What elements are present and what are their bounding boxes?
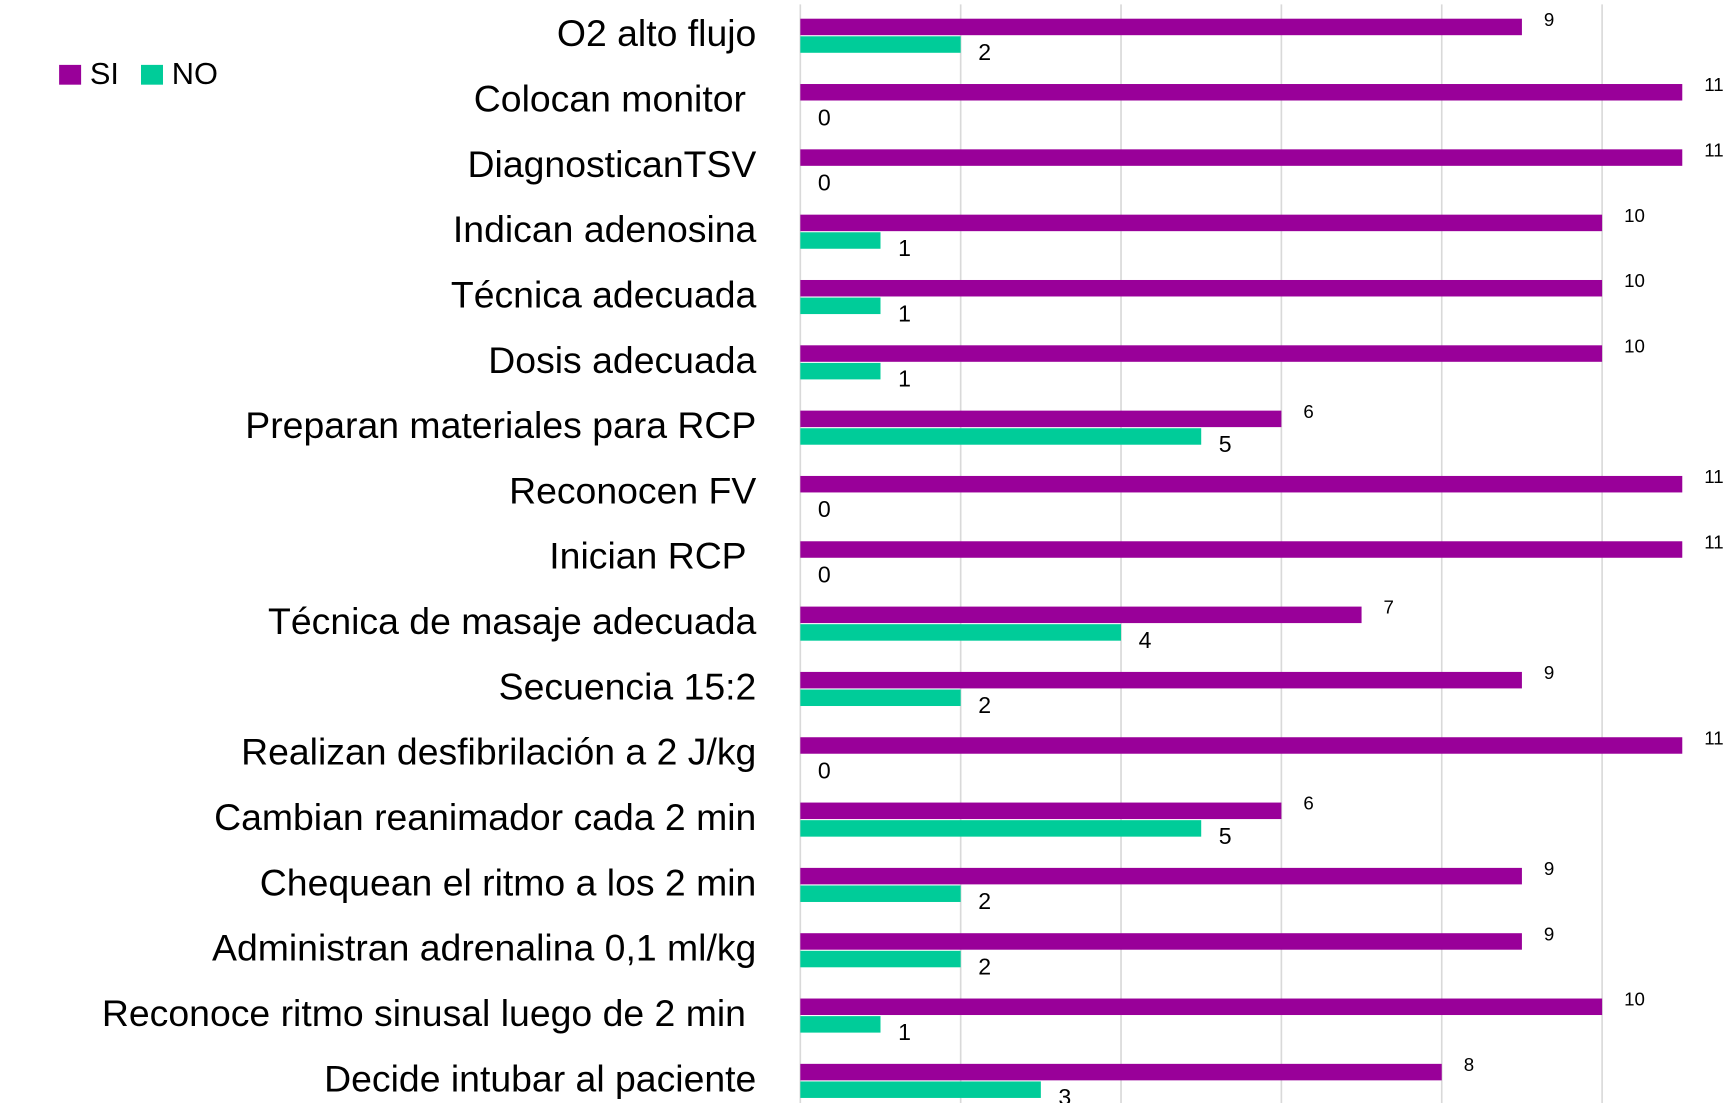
value-label: 1 [898,235,911,261]
bar [800,362,881,380]
bar [800,624,1122,641]
value-label: 11 [1704,139,1723,160]
value-label: 3 [1058,1084,1071,1103]
bar [800,428,1202,445]
bar [800,297,881,315]
legend-swatch [59,64,82,85]
value-label: 9 [1544,858,1554,879]
value-label: 8 [1464,1054,1474,1075]
bar [800,84,1683,101]
category-label: Colocan monitor [474,77,757,119]
legend-label: NO [172,56,218,91]
value-label: 9 [1544,9,1554,30]
category-label: Realizan desfibrilación a 2 J/kg [241,731,756,773]
category-label: Inician RCP [549,535,756,577]
category-label: Indican adenosina [453,208,757,250]
value-label: 0 [818,170,831,196]
bar [800,606,1362,624]
category-label: Preparan materiales para RCP [245,404,756,446]
legend-swatch [140,64,163,85]
bar [800,410,1282,428]
value-label: 10 [1624,989,1645,1010]
value-label: 5 [1219,823,1232,849]
value-label: 7 [1384,597,1394,618]
value-label: 6 [1303,793,1313,814]
bar [800,867,1522,885]
value-label: 10 [1624,335,1645,356]
value-label: 11 [1704,727,1723,748]
value-label: 10 [1624,205,1645,226]
bar [800,933,1522,950]
bar [800,18,1522,36]
value-label: 10 [1624,270,1645,291]
value-label: 11 [1704,531,1723,552]
bar [800,279,1603,297]
value-label: 1 [898,300,911,326]
category-label: Reconoce ritmo sinusal luego de 2 min [102,992,756,1034]
category-label: Técnica de masaje adecuada [268,600,756,642]
value-label: 6 [1303,401,1313,422]
bar [800,802,1282,820]
category-label: Chequean el ritmo a los 2 min [260,861,757,903]
bar [800,950,961,968]
bar [800,820,1202,837]
bar [800,149,1683,166]
bar [800,475,1683,493]
category-label: Cambian reanimador cada 2 min [214,796,756,838]
value-label: 1 [898,1019,911,1045]
category-label: Técnica adecuada [451,273,757,315]
bar [800,1016,881,1033]
bar [800,885,961,902]
value-label: 9 [1544,923,1554,944]
value-label: 0 [818,104,831,130]
category-label: Decide intubar al paciente [324,1057,756,1099]
bar [800,541,1683,558]
value-label: 9 [1544,662,1554,683]
bar [800,671,1522,689]
bar [800,214,1603,232]
value-label: 2 [978,888,991,914]
bar [800,36,961,53]
bar [800,737,1683,754]
value-label: 5 [1219,431,1232,457]
category-label: O2 alto flujo [557,12,756,54]
value-label: 0 [818,496,831,522]
value-label: 0 [818,562,831,588]
bar [800,345,1603,362]
bar [800,998,1603,1016]
value-label: 2 [978,39,991,65]
value-label: 1 [898,366,911,392]
value-label: 4 [1139,627,1152,653]
bar [800,1081,1041,1098]
category-label: Secuencia 15:2 [499,665,757,707]
category-label: Reconocen FV [509,469,756,511]
value-label: 0 [818,758,831,784]
category-label: Administran adrenalina 0,1 ml/kg [212,927,756,969]
value-label: 11 [1704,466,1723,487]
category-label: Dosis adecuada [488,339,756,381]
bar [800,232,881,249]
legend-label: SI [90,56,119,91]
bar [800,689,961,707]
category-label: DiagnosticanTSV [468,143,757,185]
bar [800,1063,1442,1081]
value-label: 2 [978,692,991,718]
value-label: 11 [1704,74,1723,95]
value-label: 2 [978,953,991,979]
